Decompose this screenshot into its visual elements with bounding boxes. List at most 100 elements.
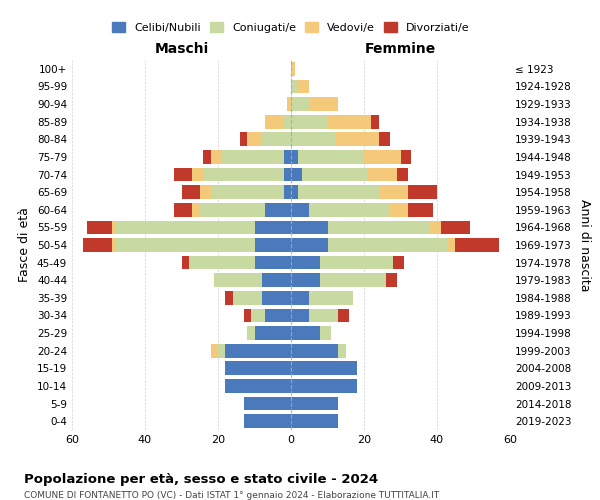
Bar bbox=[221, 150, 284, 164]
Bar bbox=[291, 132, 335, 146]
Bar bbox=[393, 256, 404, 270]
Bar bbox=[254, 238, 291, 252]
Bar bbox=[203, 168, 284, 181]
Bar bbox=[211, 344, 218, 358]
Bar bbox=[291, 256, 320, 270]
Bar bbox=[112, 238, 116, 252]
Bar bbox=[371, 115, 379, 128]
Bar bbox=[211, 186, 284, 199]
Bar bbox=[291, 80, 298, 94]
Bar bbox=[226, 291, 233, 304]
Bar bbox=[291, 326, 320, 340]
Text: Maschi: Maschi bbox=[154, 42, 209, 56]
Bar bbox=[265, 308, 291, 322]
Bar bbox=[112, 220, 116, 234]
Bar bbox=[182, 186, 200, 199]
Bar bbox=[174, 203, 193, 216]
Bar bbox=[86, 220, 112, 234]
Bar bbox=[386, 274, 397, 287]
Bar bbox=[83, 238, 112, 252]
Bar bbox=[254, 256, 291, 270]
Bar bbox=[320, 274, 386, 287]
Bar bbox=[265, 115, 284, 128]
Y-axis label: Anni di nascita: Anni di nascita bbox=[578, 198, 591, 291]
Bar bbox=[211, 150, 221, 164]
Bar bbox=[335, 132, 379, 146]
Bar bbox=[328, 115, 371, 128]
Bar bbox=[284, 150, 291, 164]
Bar bbox=[244, 414, 291, 428]
Y-axis label: Fasce di età: Fasce di età bbox=[19, 208, 31, 282]
Bar bbox=[291, 168, 302, 181]
Bar bbox=[240, 132, 247, 146]
Bar bbox=[200, 186, 211, 199]
Bar bbox=[320, 256, 393, 270]
Text: Popolazione per età, sesso e stato civile - 2024: Popolazione per età, sesso e stato civil… bbox=[24, 472, 378, 486]
Bar bbox=[291, 362, 356, 375]
Bar bbox=[455, 238, 499, 252]
Bar bbox=[364, 150, 401, 164]
Bar bbox=[214, 274, 262, 287]
Bar bbox=[448, 238, 455, 252]
Bar bbox=[408, 203, 433, 216]
Bar bbox=[284, 186, 291, 199]
Bar bbox=[338, 344, 346, 358]
Bar bbox=[440, 220, 470, 234]
Bar bbox=[401, 150, 412, 164]
Text: Femmine: Femmine bbox=[365, 42, 436, 56]
Bar bbox=[218, 344, 226, 358]
Bar bbox=[291, 97, 309, 111]
Bar bbox=[320, 326, 331, 340]
Bar bbox=[203, 150, 211, 164]
Bar bbox=[291, 150, 298, 164]
Bar bbox=[302, 168, 368, 181]
Bar bbox=[338, 308, 349, 322]
Bar bbox=[379, 186, 408, 199]
Bar bbox=[193, 203, 200, 216]
Bar bbox=[379, 132, 389, 146]
Bar bbox=[309, 97, 338, 111]
Bar bbox=[291, 274, 320, 287]
Bar bbox=[368, 168, 397, 181]
Bar bbox=[328, 238, 448, 252]
Bar bbox=[291, 220, 328, 234]
Bar bbox=[291, 238, 328, 252]
Bar bbox=[116, 220, 254, 234]
Bar bbox=[291, 344, 338, 358]
Bar bbox=[244, 308, 251, 322]
Bar bbox=[265, 203, 291, 216]
Bar bbox=[262, 274, 291, 287]
Bar bbox=[397, 168, 408, 181]
Bar bbox=[291, 115, 328, 128]
Bar bbox=[189, 256, 254, 270]
Bar bbox=[233, 291, 262, 304]
Bar bbox=[254, 220, 291, 234]
Bar bbox=[291, 291, 309, 304]
Bar bbox=[262, 132, 291, 146]
Bar bbox=[298, 150, 364, 164]
Bar bbox=[430, 220, 440, 234]
Bar bbox=[247, 132, 262, 146]
Bar bbox=[251, 308, 265, 322]
Bar bbox=[298, 80, 309, 94]
Bar bbox=[116, 238, 254, 252]
Bar bbox=[244, 396, 291, 410]
Bar bbox=[284, 115, 291, 128]
Bar bbox=[226, 344, 291, 358]
Bar bbox=[226, 379, 291, 393]
Bar bbox=[291, 203, 309, 216]
Bar bbox=[182, 256, 189, 270]
Bar bbox=[284, 168, 291, 181]
Bar bbox=[291, 396, 338, 410]
Bar bbox=[226, 362, 291, 375]
Text: COMUNE DI FONTANETTO PO (VC) - Dati ISTAT 1° gennaio 2024 - Elaborazione TUTTITA: COMUNE DI FONTANETTO PO (VC) - Dati ISTA… bbox=[24, 491, 439, 500]
Bar bbox=[309, 308, 338, 322]
Bar bbox=[254, 326, 291, 340]
Bar bbox=[193, 168, 203, 181]
Bar bbox=[291, 414, 338, 428]
Bar bbox=[389, 203, 408, 216]
Bar bbox=[287, 97, 291, 111]
Bar bbox=[309, 203, 389, 216]
Bar bbox=[291, 62, 295, 76]
Bar bbox=[298, 186, 379, 199]
